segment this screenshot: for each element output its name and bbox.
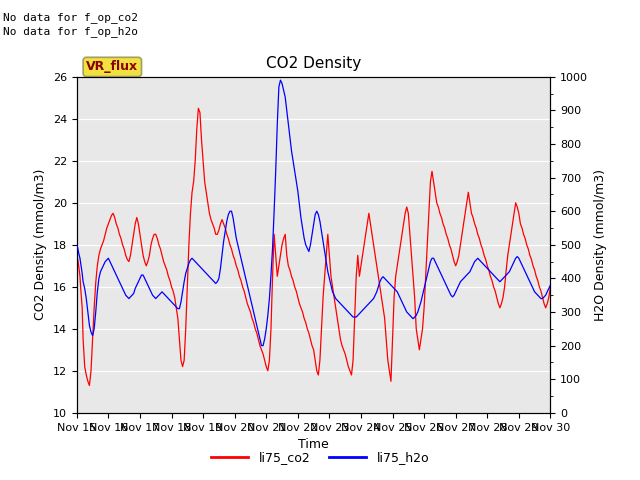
Text: No data for f_op_co2: No data for f_op_co2 [3, 12, 138, 23]
X-axis label: Time: Time [298, 438, 329, 451]
Title: CO2 Density: CO2 Density [266, 57, 361, 72]
Text: No data for f_op_h2o: No data for f_op_h2o [3, 26, 138, 37]
Text: VR_flux: VR_flux [86, 60, 138, 73]
Y-axis label: H2O Density (mmol/m3): H2O Density (mmol/m3) [594, 169, 607, 321]
Legend: li75_co2, li75_h2o: li75_co2, li75_h2o [206, 446, 434, 469]
Y-axis label: CO2 Density (mmol/m3): CO2 Density (mmol/m3) [35, 169, 47, 321]
